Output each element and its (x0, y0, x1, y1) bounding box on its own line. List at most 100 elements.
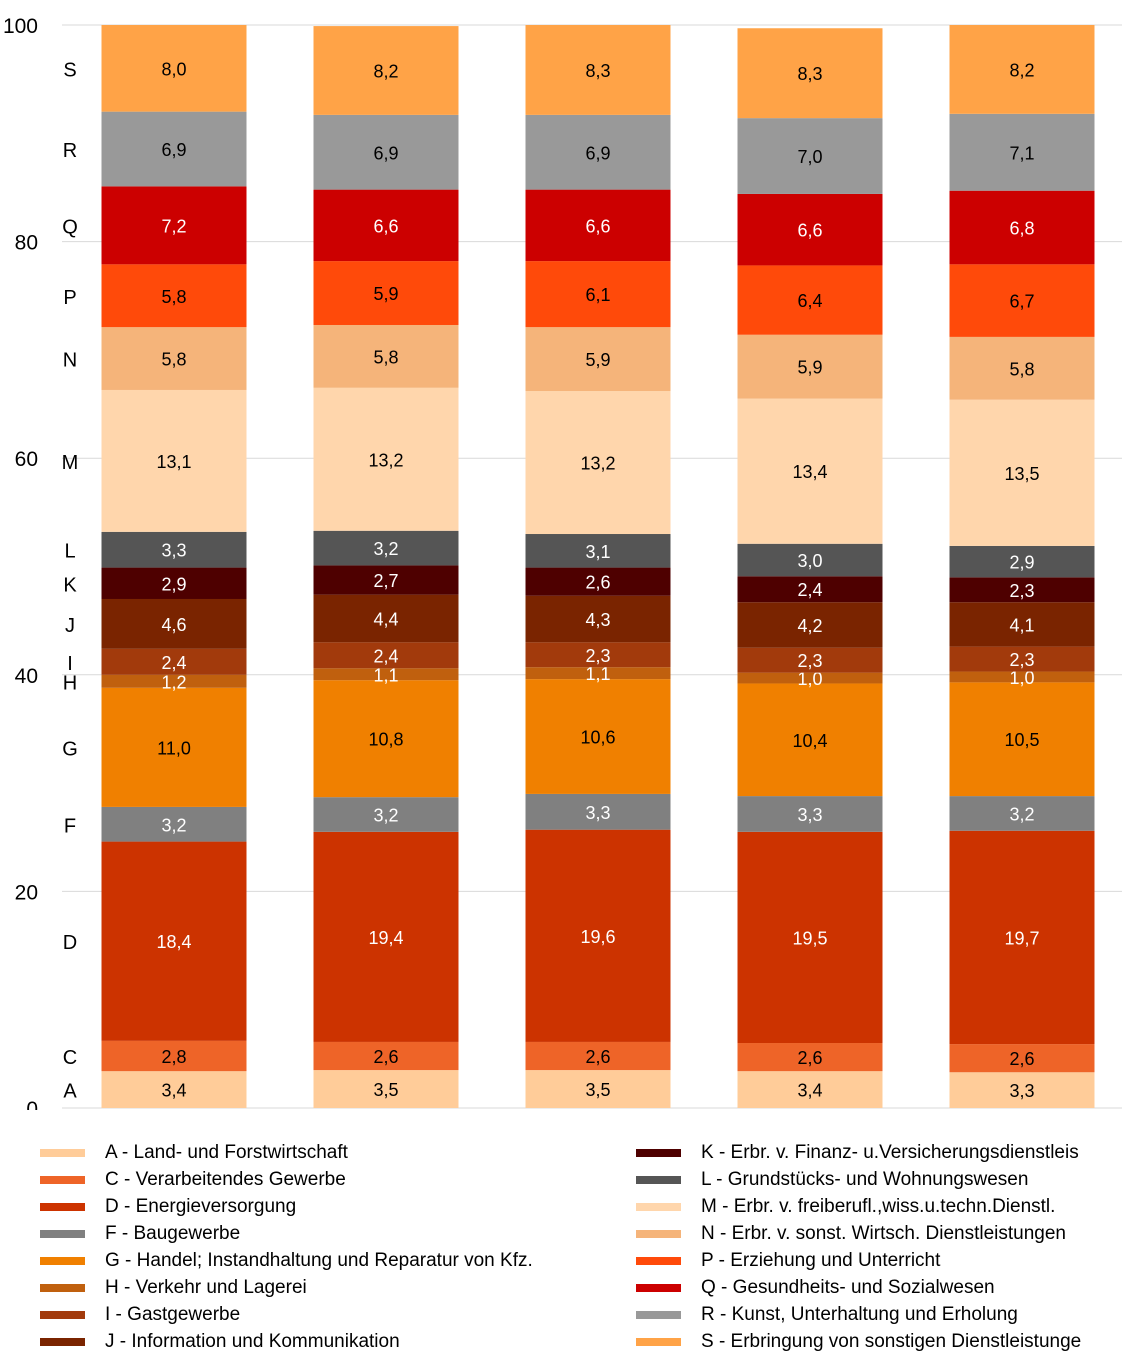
bar-segment (949, 1072, 1095, 1108)
bar-segment (101, 567, 247, 599)
data-label: 10,6 (580, 728, 615, 748)
legend-label: P - Erziehung und Unterricht (701, 1250, 941, 1271)
bar-segment (101, 531, 247, 568)
bar-segment (737, 796, 883, 832)
bar-segment (313, 261, 459, 325)
bar-segment (101, 111, 247, 187)
row-label: K (63, 574, 77, 596)
data-label: 10,8 (368, 730, 403, 750)
bar-segment (949, 682, 1095, 797)
data-label: 4,2 (797, 616, 822, 636)
bar-segment (737, 672, 883, 684)
row-label: A (63, 1081, 77, 1103)
row-label: P (63, 287, 76, 309)
bar-segment (737, 28, 883, 119)
data-label: 3,2 (161, 815, 186, 835)
bar-segment (313, 324, 459, 388)
legend-label: K - Erbr. v. Finanz- u.Versicherungsdien… (701, 1142, 1079, 1163)
bar-segment (737, 831, 883, 1044)
bar-segment (101, 1040, 247, 1072)
data-label: 13,1 (156, 452, 191, 472)
y-axis: 0 20 40 60 80 100 (3, 15, 38, 1110)
bar-segment (525, 793, 671, 830)
legend-swatch (40, 1203, 85, 1211)
bar-segment (737, 1043, 883, 1072)
bar-column: 3,4 2,8 18,4 3,2 11,0 1,22,4 4,6 2,9 3,3 13,1 5,8 5… (101, 25, 247, 1108)
legend-label: L - Grundstücks- und Wohnungswesen (701, 1169, 1029, 1190)
bar-segment (101, 841, 247, 1041)
bar-segment (313, 114, 459, 190)
data-label: 3,3 (585, 803, 610, 823)
data-label: 1,0 (797, 669, 822, 689)
legend-label: M - Erbr. v. freiberufl.,wiss.u.techn.Di… (701, 1196, 1056, 1217)
bar-segment (525, 567, 671, 596)
bar-segment (737, 602, 883, 648)
legend-item: P - Erziehung und Unterricht (636, 1248, 940, 1274)
legend-swatch (636, 1311, 681, 1319)
data-label: 1,0 (1009, 668, 1034, 688)
bar-segment (313, 594, 459, 643)
legend-swatch (40, 1338, 85, 1346)
bar-segment (313, 1041, 459, 1071)
bar-segment (525, 1041, 671, 1071)
data-label: 3,0 (797, 551, 822, 571)
bar-segment (949, 264, 1095, 337)
legend-swatch (636, 1338, 681, 1346)
data-label: 4,3 (585, 610, 610, 630)
data-label: 8,2 (1009, 60, 1034, 80)
legend-label: C - Verarbeitendes Gewerbe (105, 1169, 346, 1190)
data-label: 3,2 (373, 806, 398, 826)
legend-item: S - Erbringung von sonstigen Dienstleist… (636, 1329, 1081, 1355)
bar-segment (313, 387, 459, 531)
bar-segment (313, 642, 459, 669)
bar-segment (949, 646, 1095, 672)
bar-segment (313, 831, 459, 1042)
bar-segment (737, 118, 883, 194)
bar-segment (949, 1044, 1095, 1073)
legend-swatch (40, 1284, 85, 1292)
bar-segment (101, 674, 247, 688)
legend-swatch (40, 1257, 85, 1265)
legend-swatch (40, 1311, 85, 1319)
data-label: 19,7 (1004, 928, 1039, 948)
data-label: 3,5 (585, 1080, 610, 1100)
bar-segment (949, 113, 1095, 191)
bar-segment (525, 829, 671, 1042)
data-label: 2,6 (585, 1047, 610, 1067)
bar-segment (101, 1071, 247, 1108)
row-label: I (67, 653, 73, 675)
data-label: 3,3 (1009, 1081, 1034, 1101)
data-label: 5,8 (161, 350, 186, 370)
data-label: 5,9 (585, 350, 610, 370)
data-label: 3,3 (797, 805, 822, 825)
bar-segment (737, 683, 883, 797)
bar-segment (313, 530, 459, 566)
row-label: M (62, 452, 79, 474)
data-label: 3,2 (373, 539, 398, 559)
data-label: 13,5 (1004, 464, 1039, 484)
data-label: 2,6 (373, 1047, 398, 1067)
data-label: 6,6 (373, 216, 398, 236)
bar-segment (737, 1071, 883, 1108)
data-label: 2,8 (161, 1047, 186, 1067)
y-tick-label: 100 (3, 15, 38, 38)
row-label: J (65, 615, 75, 637)
data-label: 4,6 (161, 615, 186, 635)
bar-segment (525, 114, 671, 190)
data-label: 18,4 (156, 932, 191, 952)
row-label: L (64, 541, 75, 563)
data-label: 2,4 (373, 646, 398, 666)
data-label: 6,6 (585, 216, 610, 236)
legend: A - Land- und Forstwirtschaft C - Verarbe… (0, 1140, 1129, 1360)
bar-segment (949, 577, 1095, 603)
data-label: 6,8 (1009, 219, 1034, 239)
data-label: 7,0 (797, 147, 822, 167)
bar-segment (101, 648, 247, 675)
data-label: 13,2 (580, 454, 615, 474)
bar-segment (949, 602, 1095, 647)
bar-segment (737, 647, 883, 673)
data-label: 6,4 (797, 291, 822, 311)
legend-item: N - Erbr. v. sonst. Wirtsch. Dienstleist… (636, 1221, 1066, 1247)
data-label: 3,4 (161, 1081, 186, 1101)
